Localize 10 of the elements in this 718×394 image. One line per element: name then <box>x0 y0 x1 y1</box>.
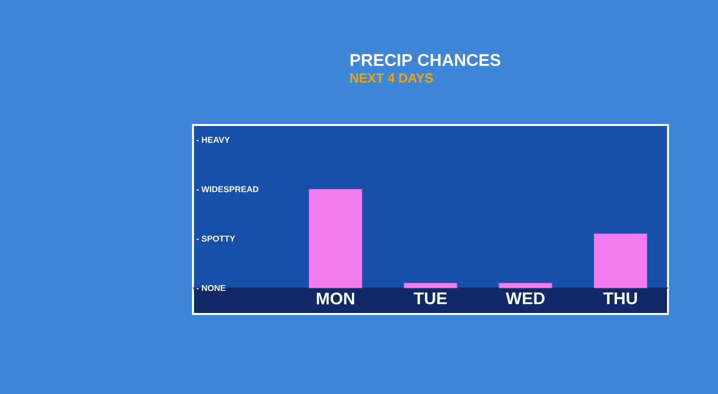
text: - WIDESPREAD <box>196 186 258 192</box>
x-tick-label: THU <box>603 292 637 304</box>
chart-title: PRECIP CHANCES <box>350 54 500 66</box>
x-tick-label: TUE <box>414 292 447 304</box>
text: - SPOTTY <box>196 236 236 242</box>
text: - HEAVY <box>196 136 230 143</box>
text: - NONE <box>196 285 226 291</box>
chart-subtitle: NEXT 4 DAYS <box>350 73 433 83</box>
x-tick-label: MON <box>316 292 354 305</box>
x-tick-label: WED <box>506 292 545 304</box>
